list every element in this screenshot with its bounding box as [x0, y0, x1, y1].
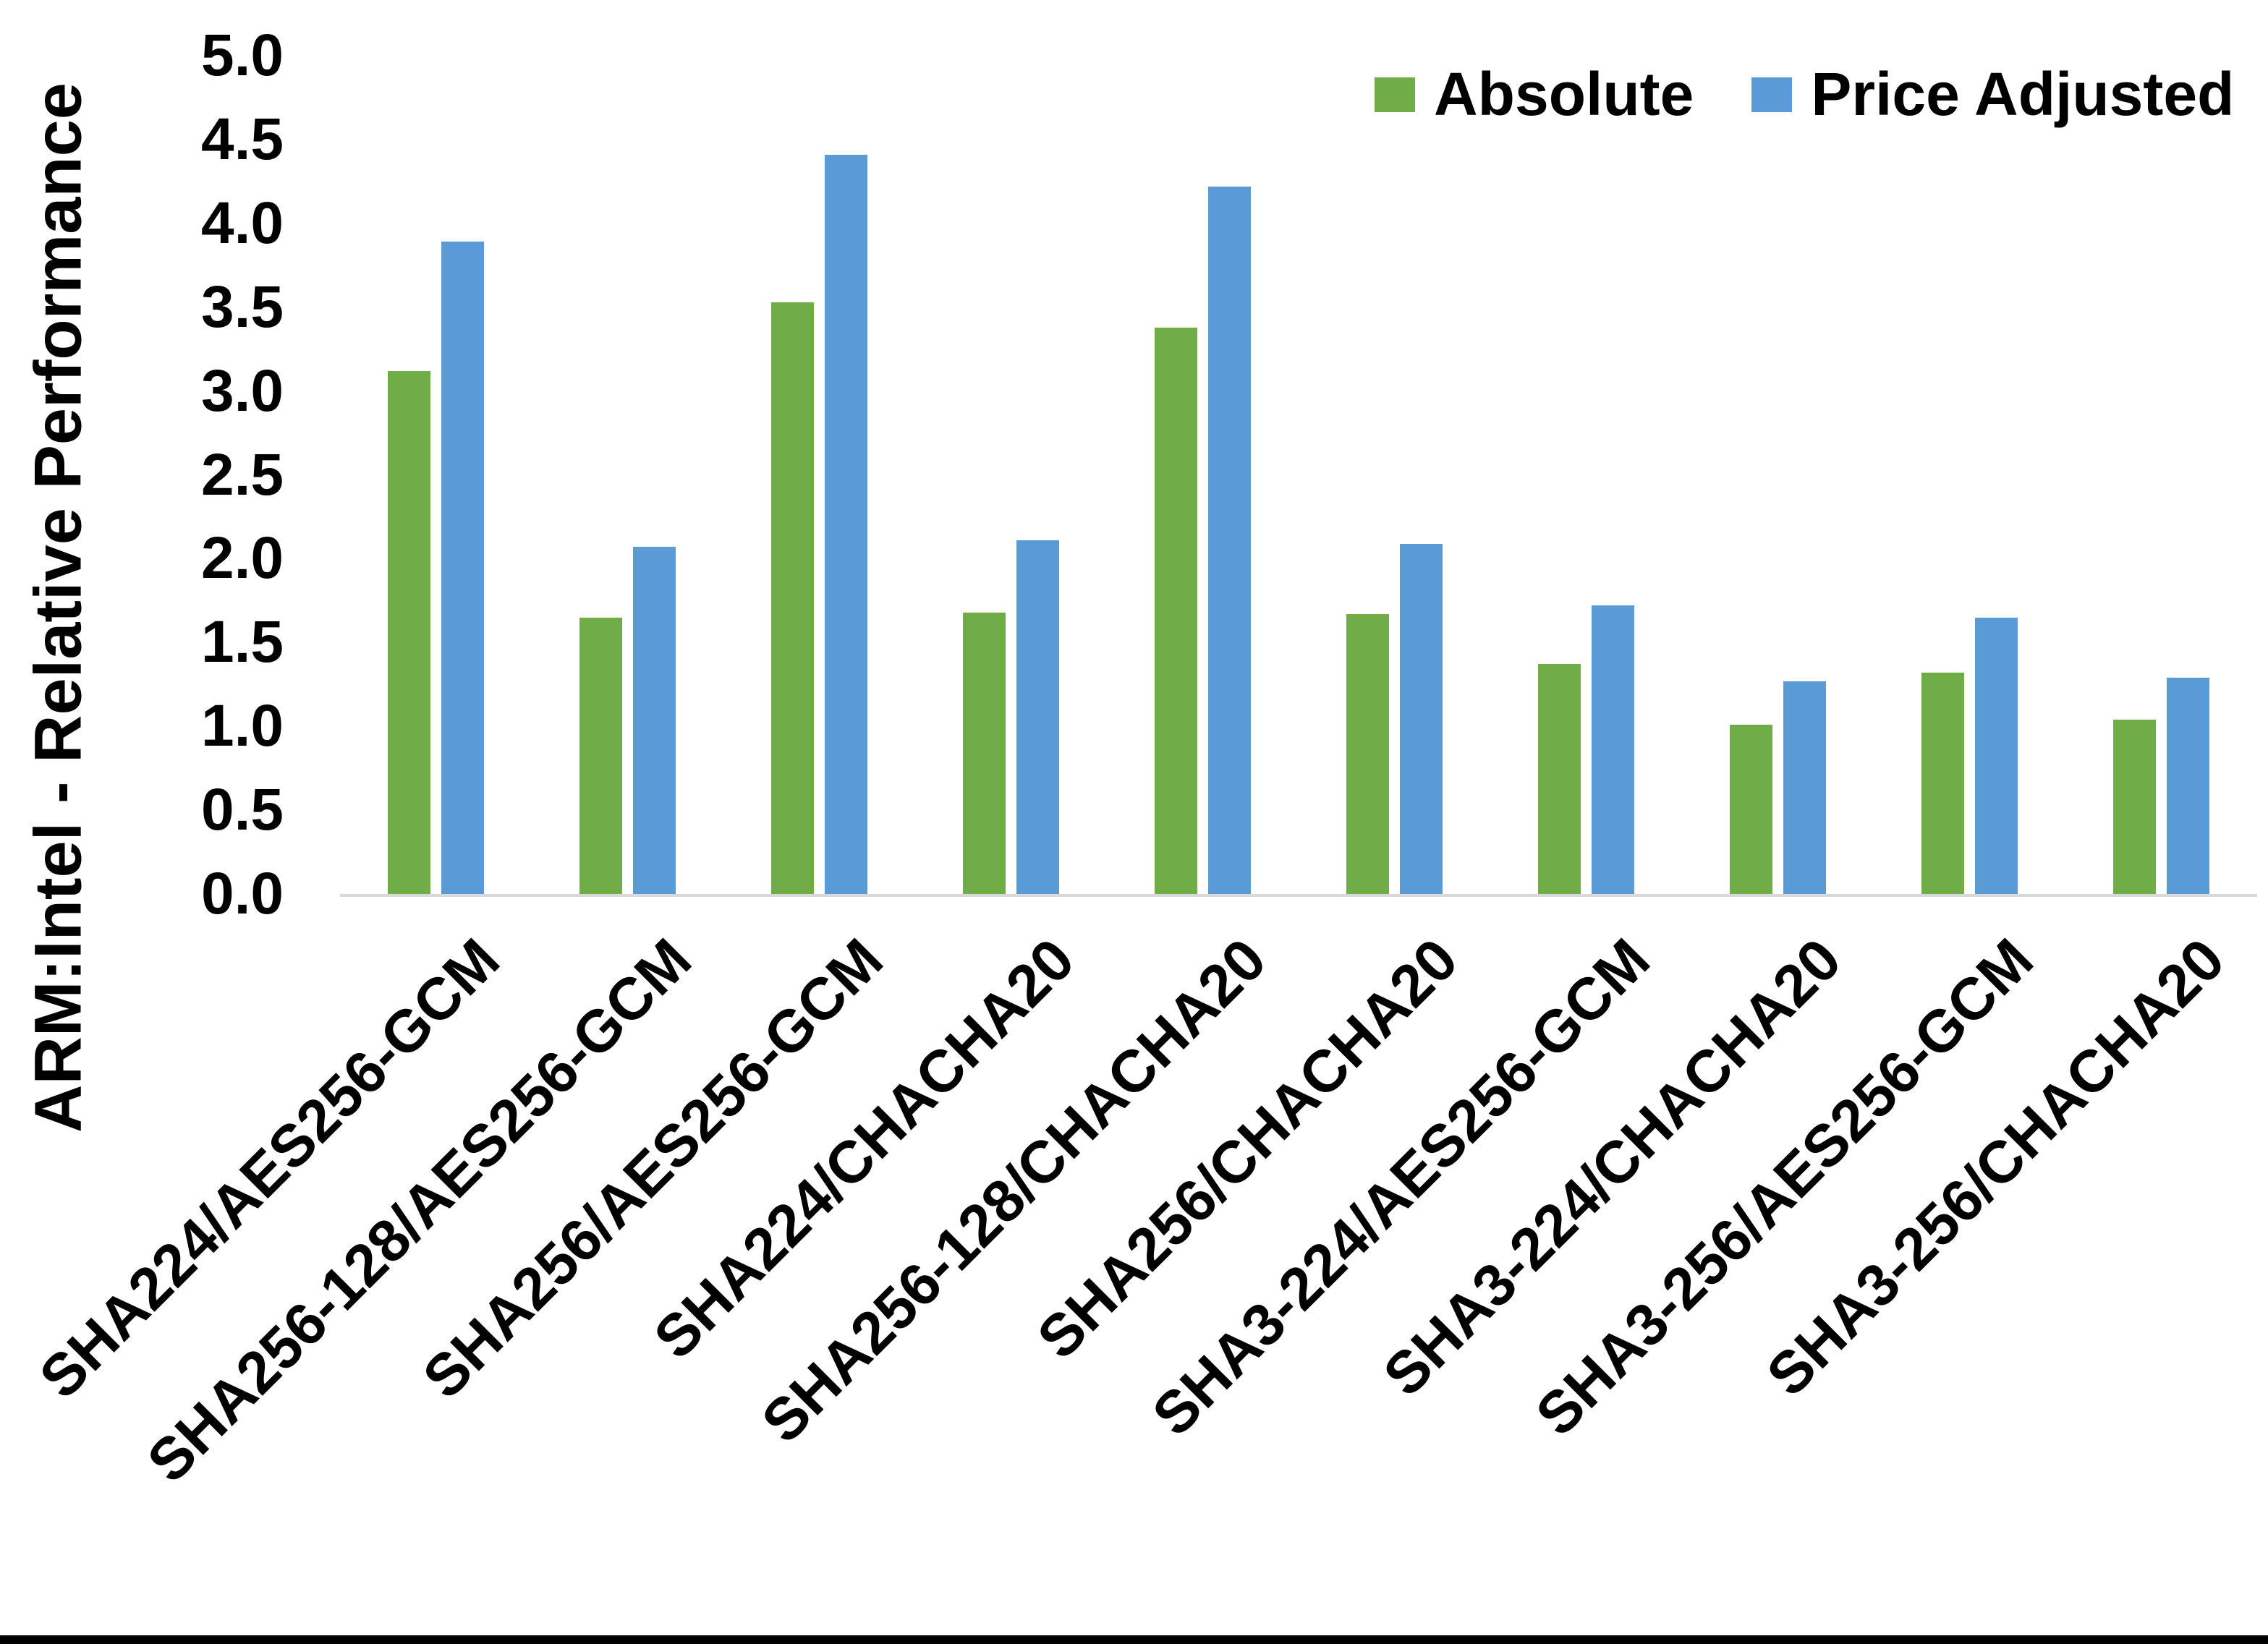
bar-price-adjusted-SHA256-128/CHACHA20 — [1208, 186, 1251, 894]
bar-price-adjusted-SHA3-224/CHACHA20 — [1783, 681, 1826, 894]
bar-group-SHA3-256/AES256-GCM — [1874, 56, 2065, 894]
legend-item-absolute: Absolute — [1375, 59, 1694, 129]
bar-price-adjusted-SHA224/CHACHA20 — [1016, 540, 1059, 894]
bar-absolute-SHA3-256/CHACHA20 — [2113, 719, 2156, 894]
bar-group-SHA256/CHACHA20 — [1299, 56, 1490, 894]
bar-price-adjusted-SHA256/CHACHA20 — [1400, 543, 1443, 894]
bar-absolute-SHA3-256/AES256-GCM — [1921, 673, 1964, 894]
y-tick-label-4.5: 4.5 — [201, 106, 284, 172]
y-tick-label-0.5: 0.5 — [201, 777, 284, 843]
bar-absolute-SHA256-128/CHACHA20 — [1155, 327, 1197, 894]
bar-group-SHA3-224/CHACHA20 — [1682, 56, 1874, 894]
bars-container — [340, 56, 2257, 894]
bar-price-adjusted-SHA3-256/CHACHA20 — [2167, 677, 2209, 894]
plot-area — [340, 56, 2257, 897]
bar-absolute-SHA256/AES256-GCM — [771, 302, 814, 894]
bar-price-adjusted-SHA256/AES256-GCM — [825, 154, 867, 894]
bar-group-SHA256-128/CHACHA20 — [1107, 56, 1299, 894]
legend-swatch-absolute — [1375, 77, 1415, 112]
legend: Absolute Price Adjusted — [1375, 59, 2234, 129]
y-tick-label-3.0: 3.0 — [201, 357, 284, 424]
y-tick-label-3.5: 3.5 — [201, 273, 284, 340]
bar-price-adjusted-SHA3-224/AES256-GCM — [1592, 605, 1634, 894]
y-tick-label-2.0: 2.0 — [201, 525, 284, 592]
y-tick-label-5.0: 5.0 — [201, 22, 284, 88]
bar-group-SHA224/CHACHA20 — [915, 56, 1107, 894]
legend-label-absolute: Absolute — [1434, 60, 1694, 128]
bar-price-adjusted-SHA3-256/AES256-GCM — [1975, 617, 2018, 894]
bar-absolute-SHA3-224/CHACHA20 — [1730, 724, 1772, 894]
bar-price-adjusted-SHA256-128/AES256-GCM — [633, 547, 676, 894]
bar-absolute-SHA256/CHACHA20 — [1346, 613, 1389, 894]
legend-swatch-price-adjusted — [1751, 77, 1793, 112]
y-tick-label-4.0: 4.0 — [201, 189, 284, 256]
bar-group-SHA224/AES256-GCM — [340, 56, 532, 894]
bar-absolute-SHA256-128/AES256-GCM — [579, 617, 622, 894]
bar-group-SHA256-128/AES256-GCM — [532, 56, 723, 894]
legend-label-price-adjusted: Price Adjusted — [1811, 60, 2235, 128]
bar-price-adjusted-SHA224/AES256-GCM — [441, 242, 484, 894]
bar-group-SHA3-256/CHACHA20 — [2065, 56, 2257, 894]
bar-group-SHA3-224/AES256-GCM — [1490, 56, 1682, 894]
bar-group-SHA256/AES256-GCM — [723, 56, 915, 894]
legend-item-price-adjusted: Price Adjusted — [1751, 59, 2234, 129]
bar-absolute-SHA3-224/AES256-GCM — [1538, 664, 1581, 894]
y-tick-label-2.5: 2.5 — [201, 441, 284, 508]
y-tick-label-1.5: 1.5 — [201, 609, 284, 676]
bottom-border-line — [0, 1635, 2268, 1644]
y-tick-label-0.0: 0.0 — [201, 861, 284, 927]
bar-absolute-SHA224/AES256-GCM — [388, 370, 430, 894]
bar-absolute-SHA224/CHACHA20 — [963, 612, 1006, 894]
y-tick-label-1.0: 1.0 — [201, 693, 284, 759]
